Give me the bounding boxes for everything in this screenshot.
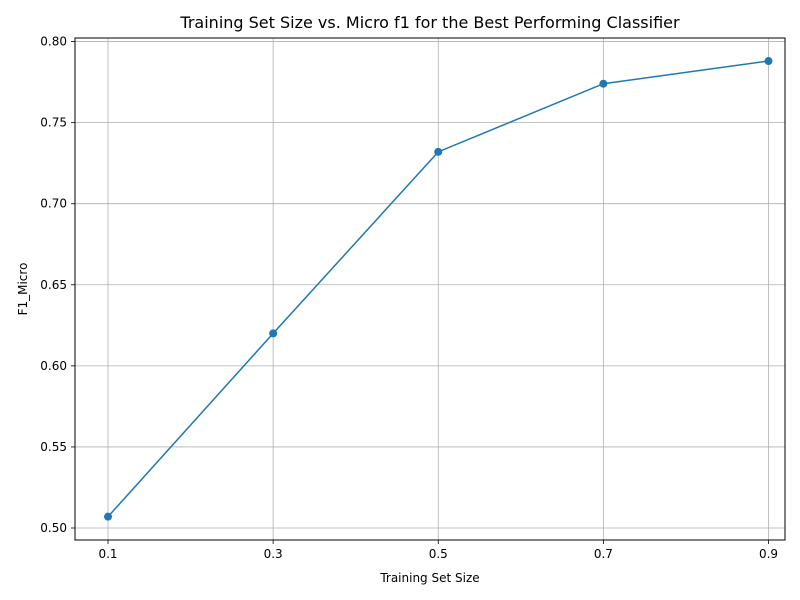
data-point bbox=[599, 79, 608, 88]
x-tick-label: 0.9 bbox=[759, 547, 778, 561]
series-layer bbox=[104, 57, 773, 521]
y-tick-label: 0.60 bbox=[40, 359, 67, 373]
plot-frame bbox=[74, 37, 786, 541]
chart-title: Training Set Size vs. Micro f1 for the B… bbox=[179, 13, 680, 32]
y-tick-label: 0.65 bbox=[40, 278, 67, 292]
grid-lines bbox=[75, 38, 785, 540]
y-tick-label: 0.75 bbox=[40, 116, 67, 130]
y-axis-label: F1_Micro bbox=[16, 263, 30, 316]
x-tick-label: 0.5 bbox=[429, 547, 448, 561]
x-axis-label: Training Set Size bbox=[379, 571, 479, 585]
y-tick-label: 0.80 bbox=[40, 35, 67, 49]
y-tick-label: 0.55 bbox=[40, 440, 67, 454]
x-tick-label: 0.3 bbox=[264, 547, 283, 561]
ticks: 0.1 0.3 0.5 0.7 0.9 0.50 0.55 0.60 0.65 0.70 0.75 0… bbox=[40, 35, 778, 561]
x-tick-label: 0.1 bbox=[98, 547, 117, 561]
y-tick-label: 0.70 bbox=[40, 197, 67, 211]
data-point bbox=[434, 147, 443, 156]
y-tick-label: 0.50 bbox=[40, 521, 67, 535]
x-tick-label: 0.7 bbox=[594, 547, 613, 561]
data-point bbox=[764, 57, 773, 66]
data-point bbox=[269, 329, 278, 338]
data-point bbox=[104, 512, 113, 521]
